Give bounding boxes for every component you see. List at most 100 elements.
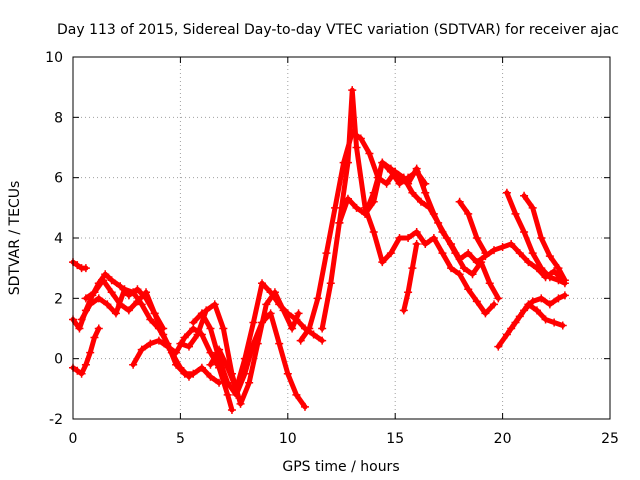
data-point-marker — [524, 300, 533, 309]
data-point-marker — [481, 249, 490, 258]
data-point-marker — [528, 297, 537, 306]
data-point-marker — [154, 336, 163, 345]
series-line — [190, 310, 308, 410]
data-point-marker — [90, 288, 99, 297]
series-line — [521, 193, 568, 283]
data-point-marker — [502, 188, 511, 197]
data-point-marker — [343, 194, 352, 203]
data-point-marker — [343, 158, 352, 167]
data-point-marker — [464, 285, 473, 294]
data-point-marker — [101, 270, 110, 279]
data-point-marker — [369, 188, 378, 197]
data-point-marker — [386, 167, 395, 176]
data-point-marker — [159, 330, 168, 339]
data-point-marker — [494, 294, 503, 303]
data-point-marker — [107, 288, 116, 297]
data-point-marker — [86, 300, 95, 309]
data-point-marker — [275, 300, 284, 309]
data-point-marker — [73, 366, 82, 375]
data-point-marker — [133, 297, 142, 306]
data-point-marker — [206, 348, 215, 357]
data-point-marker — [459, 264, 468, 273]
series-line — [401, 241, 420, 313]
data-point-marker — [193, 330, 202, 339]
data-point-marker — [528, 249, 537, 258]
data-point-marker — [412, 167, 421, 176]
y-tick-label: 0 — [54, 352, 63, 368]
data-point-marker — [429, 209, 438, 218]
data-point-marker — [560, 276, 569, 285]
data-point-marker — [176, 363, 185, 372]
data-point-marker — [412, 227, 421, 236]
data-point-marker — [472, 297, 481, 306]
data-point-marker — [408, 264, 417, 273]
data-point-marker — [395, 179, 404, 188]
chart-title: Day 113 of 2015, Sidereal Day-to-day VTE… — [57, 22, 619, 38]
data-point-marker — [120, 285, 129, 294]
data-point-marker — [455, 255, 464, 264]
data-point-marker — [189, 318, 198, 327]
data-point-marker — [300, 402, 309, 411]
data-point-marker — [532, 306, 541, 315]
data-point-marker — [86, 348, 95, 357]
data-point-marker — [494, 342, 503, 351]
data-point-marker — [107, 276, 116, 285]
data-point-marker — [94, 324, 103, 333]
data-point-marker — [378, 158, 387, 167]
data-point-marker — [520, 227, 529, 236]
data-point-marker — [116, 300, 125, 309]
data-point-marker — [227, 405, 236, 414]
data-point-marker — [283, 369, 292, 378]
data-point-marker — [421, 240, 430, 249]
data-point-marker — [202, 306, 211, 315]
data-point-marker — [361, 209, 370, 218]
data-point-marker — [524, 258, 533, 267]
data-series-17 — [494, 291, 569, 351]
data-point-marker — [288, 324, 297, 333]
data-point-marker — [81, 360, 90, 369]
data-point-marker — [124, 306, 133, 315]
data-point-marker — [129, 360, 138, 369]
data-point-marker — [386, 249, 395, 258]
data-point-marker — [560, 291, 569, 300]
data-point-marker — [352, 143, 361, 152]
data-point-marker — [184, 372, 193, 381]
data-point-marker — [180, 333, 189, 342]
series-line — [362, 160, 428, 217]
data-point-marker — [378, 258, 387, 267]
y-tick-label: 10 — [45, 50, 63, 66]
data-point-marker — [258, 279, 267, 288]
x-axis-label: GPS time / hours — [282, 459, 399, 475]
data-point-marker — [197, 309, 206, 318]
data-series-18 — [507, 300, 567, 333]
data-point-marker — [554, 264, 563, 273]
data-point-marker — [502, 330, 511, 339]
data-series-15 — [502, 188, 569, 288]
data-point-marker — [438, 227, 447, 236]
data-point-marker — [223, 390, 232, 399]
data-point-marker — [219, 324, 228, 333]
data-point-marker — [520, 191, 529, 200]
data-point-marker — [215, 345, 224, 354]
data-point-marker — [111, 309, 120, 318]
data-point-marker — [292, 390, 301, 399]
data-series-group — [69, 86, 569, 414]
data-point-marker — [90, 333, 99, 342]
data-point-marker — [142, 288, 151, 297]
data-point-marker — [99, 276, 108, 285]
data-point-marker — [318, 324, 327, 333]
data-point-marker — [163, 342, 172, 351]
data-point-marker — [429, 234, 438, 242]
data-point-marker — [545, 273, 554, 282]
data-point-marker — [266, 309, 275, 318]
data-point-marker — [240, 354, 249, 363]
data-point-marker — [210, 300, 219, 309]
data-point-marker — [537, 234, 546, 242]
data-point-marker — [481, 309, 490, 318]
data-point-marker — [318, 336, 327, 345]
data-point-marker — [447, 264, 456, 273]
data-point-marker — [498, 243, 507, 252]
data-point-marker — [438, 249, 447, 258]
data-point-marker — [184, 342, 193, 351]
y-tick-label: 6 — [54, 171, 63, 187]
